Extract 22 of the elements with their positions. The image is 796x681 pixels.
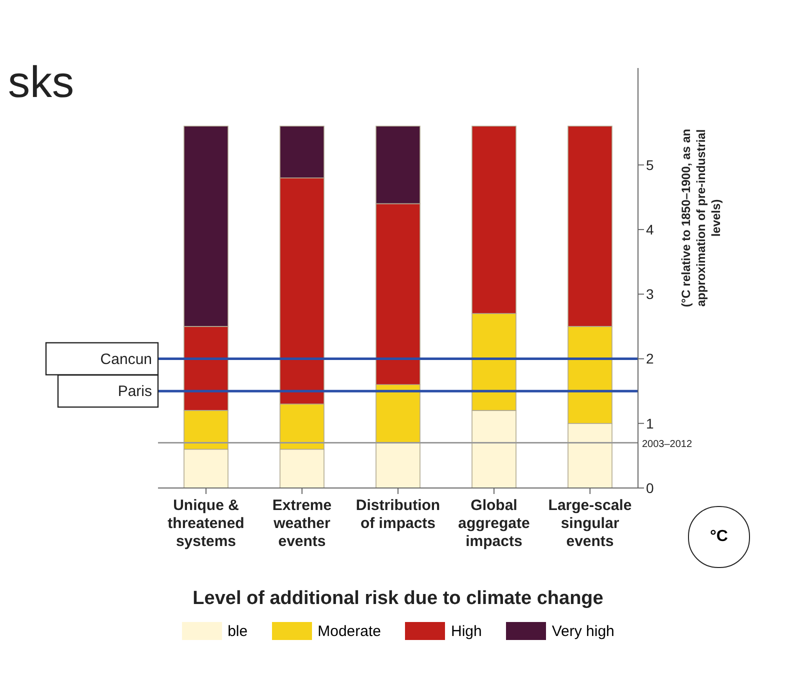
y-tick-label: 1 (646, 415, 654, 432)
y-tick-label: 2 (646, 350, 654, 367)
x-tick-label: Unique & threatened systems (168, 497, 244, 550)
x-tick-label: Large-scale singular events (548, 497, 632, 550)
legend-title: Level of additional risk due to climate change (192, 588, 604, 610)
y-tick-label: 4 (646, 222, 654, 238)
y-tick-label: 5 (646, 156, 654, 173)
legend-label: Moderate (318, 622, 381, 640)
ref-line-label: Cancun (100, 350, 152, 368)
ref-line-label: 2003–2012 (642, 438, 692, 450)
legend-label: Very high (552, 622, 614, 640)
x-tick-label: Global aggregate impacts (458, 497, 530, 550)
ref-line-label: Paris (118, 383, 152, 400)
y-tick-label: 0 (646, 480, 654, 496)
legend-label: High (451, 622, 482, 640)
y-tick-label: 3 (646, 286, 654, 302)
x-tick-label: Distribution of impacts (356, 497, 440, 532)
chart-title: sks (8, 58, 74, 108)
text: °C (688, 506, 750, 568)
legend-label: ble (228, 622, 248, 640)
x-tick-label: Extreme weather events (272, 497, 332, 550)
y-axis-title: (°C relative to 1850–1900, as an approximation of pre-industrial levels) (679, 128, 723, 308)
